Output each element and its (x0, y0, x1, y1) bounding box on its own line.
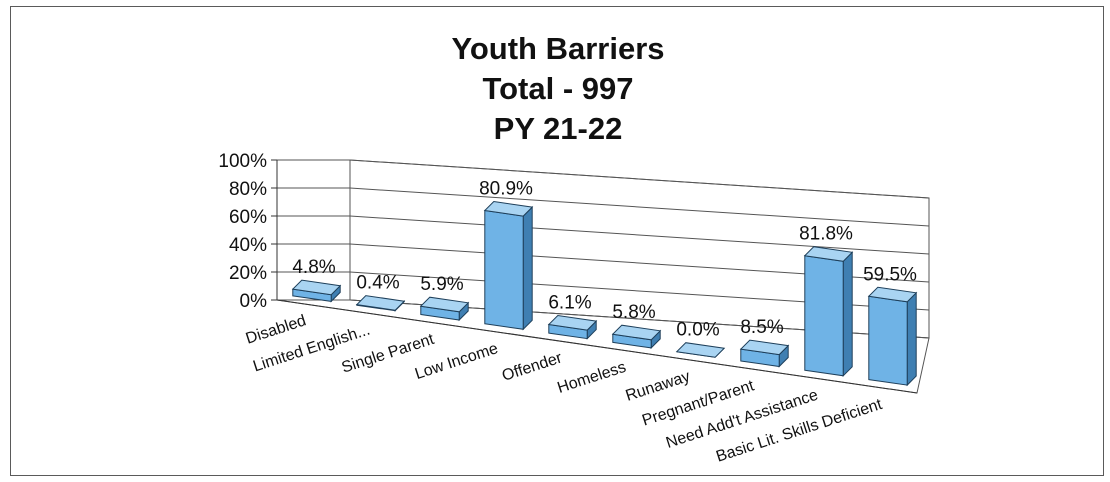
data-label: 80.9% (479, 179, 533, 200)
data-label: 5.8% (612, 302, 655, 323)
back-gridline (349, 187, 930, 227)
bar (484, 209, 524, 330)
data-label: 0.0% (676, 320, 719, 341)
bar-top (675, 342, 726, 358)
y-tick-label: 20% (229, 263, 267, 284)
chart-subtitle-period: PY 21-22 (493, 111, 623, 146)
bar-top (419, 296, 470, 313)
data-label: 81.8% (799, 224, 853, 245)
bar-top (611, 324, 662, 341)
y-tick-label: 60% (229, 207, 267, 228)
bar-top (803, 246, 854, 262)
y-tick-label: 0% (240, 291, 268, 312)
bar-side (906, 291, 917, 387)
x-tick-label: Disabled (244, 312, 308, 347)
side-wall (276, 159, 351, 301)
x-tick-label: Homeless (555, 359, 628, 397)
data-label: 8.5% (740, 317, 783, 338)
bar (804, 255, 844, 377)
chart-title: Youth Barriers (451, 31, 665, 66)
bar-side (522, 205, 533, 331)
data-label: 5.9% (420, 274, 463, 295)
bar-top (355, 295, 406, 311)
y-tick-label: 100% (218, 151, 267, 172)
chart-frame: Youth Barriers Total - 997 PY 21-22 0% 20… (10, 6, 1104, 476)
back-gridline (349, 159, 930, 199)
chart-plot: 0%20%40%60%80%100%4.8%Disabled0.4%Limite… (218, 151, 930, 466)
x-axis-line (276, 299, 918, 394)
bar-top (291, 279, 342, 296)
data-label: 0.4% (356, 273, 399, 294)
data-label: 4.8% (292, 257, 335, 278)
y-tick-label: 80% (229, 179, 267, 200)
bar (868, 295, 908, 386)
bar-top (483, 200, 534, 217)
back-gridline (349, 215, 930, 255)
bar-side (842, 251, 853, 378)
data-label: 59.5% (863, 264, 917, 285)
chart-subtitle-total: Total - 997 (482, 71, 634, 106)
data-label: 6.1% (548, 293, 591, 314)
x-tick-label: Offender (500, 349, 565, 385)
bar-top (739, 339, 790, 356)
y-tick-label: 40% (229, 235, 267, 256)
bar-top (547, 314, 598, 331)
bar-top (867, 286, 918, 303)
